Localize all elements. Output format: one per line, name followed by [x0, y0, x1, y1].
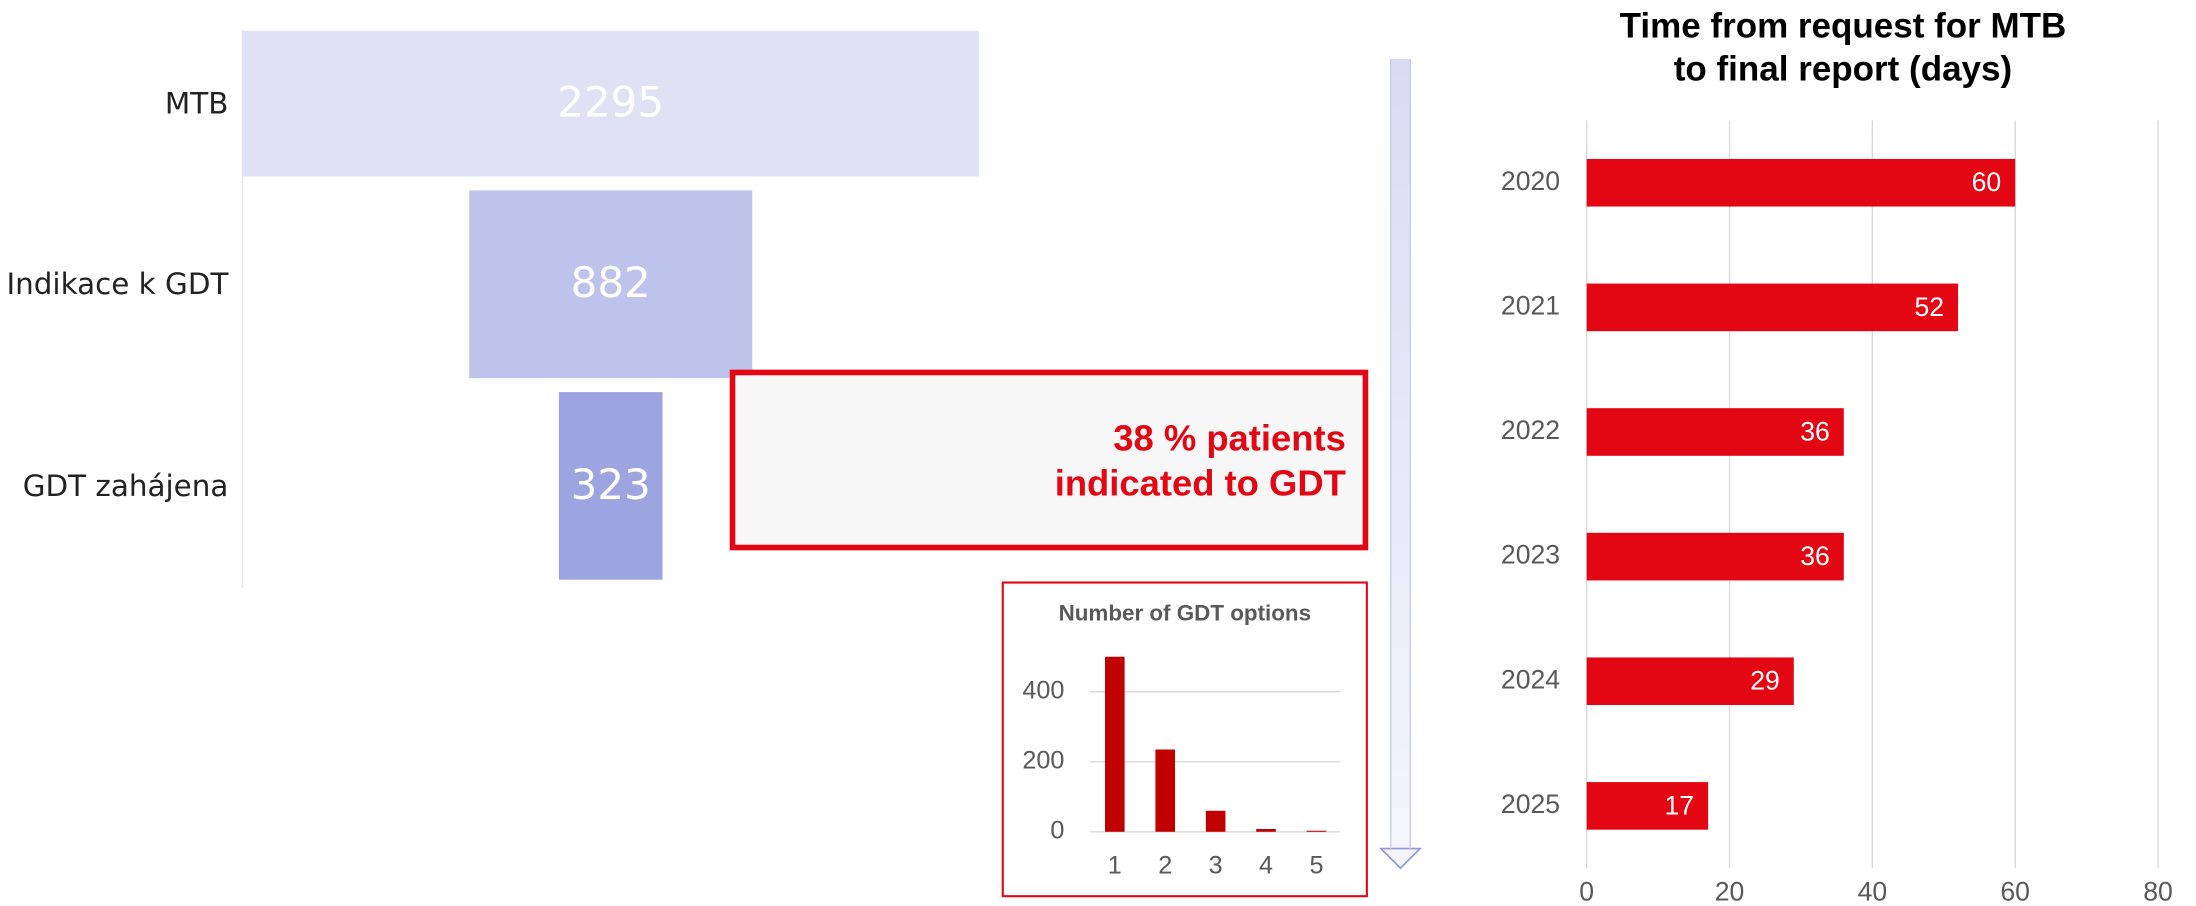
annotation-box [729, 369, 1369, 551]
funnel-bar [558, 392, 663, 580]
y-tick-label: 2025 [1501, 789, 1560, 819]
data-label: 60 [1972, 167, 2002, 197]
chart-title: Time from request for MTB [1620, 6, 2067, 45]
bar [1586, 657, 1794, 706]
bar [1256, 828, 1276, 832]
data-label: 17 [1665, 790, 1695, 820]
data-label: 29 [1750, 666, 1780, 696]
chart-title: to final report (days) [1674, 50, 2012, 89]
funnel-bar [469, 190, 753, 379]
y-tick-label: 0 [1050, 816, 1064, 844]
bar [1586, 408, 1844, 456]
y-tick-label: 2021 [1501, 290, 1560, 320]
y-tick-label: 200 [1022, 746, 1064, 774]
annotation-text: indicated to GDT [1055, 463, 1346, 504]
x-tick-label: 4 [1259, 851, 1273, 879]
bar [1105, 656, 1125, 832]
bar [1586, 158, 2016, 207]
x-tick-label: 5 [1309, 851, 1323, 879]
x-tick-label: 1 [1108, 851, 1122, 879]
bar [1155, 749, 1176, 832]
y-tick-label: 2023 [1501, 540, 1560, 570]
inset-title: Number of GDT options [1059, 601, 1312, 626]
bar [1586, 532, 1844, 581]
bar [1205, 810, 1226, 832]
data-label: 52 [1914, 292, 1944, 322]
annotation-text: 38 % patients [1113, 418, 1346, 459]
x-tick-label: 2 [1158, 851, 1172, 879]
funnel-label: MTB [165, 87, 228, 121]
x-tick-label: 0 [1579, 876, 1594, 906]
funnel-label: GDT zahájena [23, 469, 229, 503]
x-tick-label: 20 [1715, 876, 1745, 906]
y-tick-label: 400 [1022, 676, 1064, 704]
bar [1586, 283, 1959, 332]
y-tick-label: 2022 [1501, 415, 1560, 445]
funnel-value: 882 [571, 258, 651, 307]
funnel-label: Indikace k GDT [6, 267, 229, 301]
x-tick-label: 3 [1209, 851, 1223, 879]
y-tick-label: 2020 [1501, 166, 1560, 196]
x-tick-label: 60 [2000, 876, 2030, 906]
bar [1306, 830, 1327, 832]
y-tick-label: 2024 [1501, 664, 1560, 694]
data-label: 36 [1800, 416, 1830, 446]
data-label: 36 [1800, 541, 1830, 571]
funnel-value: 323 [571, 460, 651, 509]
funnel-value: 2295 [557, 78, 664, 127]
flow-arrow [1378, 58, 1423, 870]
bar [1586, 782, 1709, 830]
x-tick-label: 40 [1858, 876, 1888, 906]
x-tick-label: 80 [2143, 876, 2173, 906]
inset-frame [1001, 581, 1368, 898]
funnel-bar [242, 30, 979, 177]
